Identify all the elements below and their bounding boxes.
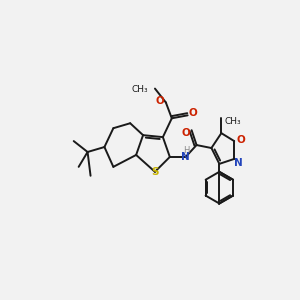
Text: CH₃: CH₃	[224, 117, 241, 126]
Text: O: O	[155, 97, 164, 106]
Text: O: O	[181, 128, 190, 138]
Text: N: N	[234, 158, 243, 168]
Text: O: O	[188, 108, 197, 118]
Text: O: O	[237, 135, 245, 145]
Text: N: N	[181, 152, 190, 162]
Text: CH₃: CH₃	[131, 85, 148, 94]
Text: H: H	[184, 146, 190, 155]
Text: S: S	[151, 167, 159, 177]
